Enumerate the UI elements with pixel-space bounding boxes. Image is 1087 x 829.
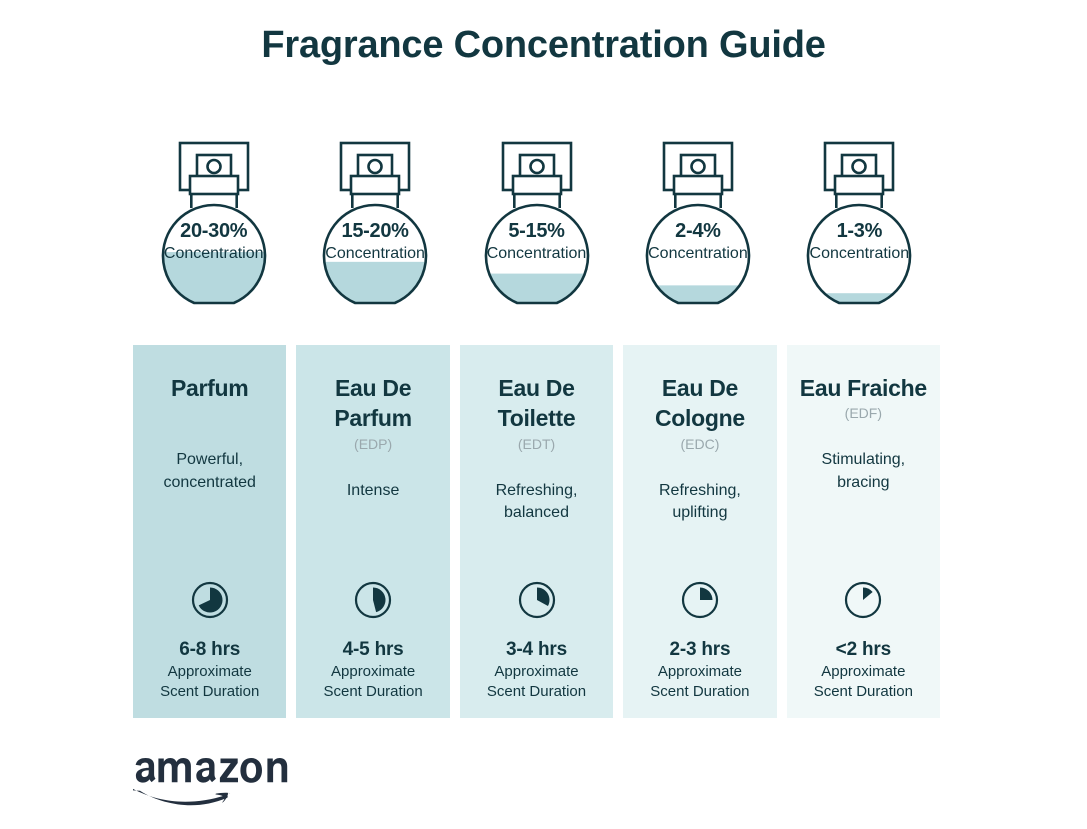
perfume-bottle-icon (645, 141, 751, 305)
duration-group: 6-8 hrs Approximate Scent Duration (133, 638, 286, 701)
card-description: Refreshing, uplifting (659, 481, 741, 522)
perfume-bottle-icon (807, 141, 912, 305)
bottle-5: 1-3% Concentration (779, 136, 940, 336)
card-description: Intense (346, 481, 400, 499)
bottle-row: 20-30% Concentration 15-20% Concentration (133, 136, 940, 336)
duration-value: 3-4 hrs (506, 639, 567, 660)
clock-icon (296, 581, 449, 619)
concentration-card[interactable]: Eau De Toilette (EDT) Refreshing, balanced… (459, 345, 614, 718)
card-title: Eau De Toilette (497, 375, 576, 432)
card-description: Stimulating, bracing (821, 451, 906, 492)
clock-icon (787, 581, 940, 619)
concentration-card[interactable]: Eau Fraiche (EDF) Stimulating, bracing <2 … (786, 345, 941, 718)
card-description: Powerful, concentrated (163, 451, 256, 492)
perfume-bottle-icon (322, 141, 428, 305)
card-abbreviation: (EDF) (844, 405, 882, 422)
amazon-logo (130, 744, 293, 806)
clock-icon (133, 581, 286, 619)
card-title: Eau Fraiche (799, 375, 927, 401)
perfume-bottle-icon (161, 141, 266, 305)
concentration-card-row: Parfum Powerful, concentrated 6-8 hrs Appr… (133, 345, 941, 718)
concentration-card[interactable]: Eau De Cologne (EDC) Refreshing, uplifting… (623, 345, 777, 718)
duration-label: Approximate Scent Duration (323, 662, 423, 700)
card-title: Eau De Parfum (334, 375, 412, 432)
duration-group: 2-3 hrs Approximate Scent Duration (623, 638, 776, 701)
clock-icon (460, 581, 613, 619)
concentration-card[interactable]: Eau De Parfum (EDP) Intense 4-5 hrs Approxi… (296, 345, 450, 718)
bottle-4: 2-4% Concentration (617, 136, 778, 336)
perfume-bottle-icon (484, 141, 589, 305)
duration-group: 3-4 hrs Approximate Scent Duration (460, 638, 613, 701)
duration-label: Approximate Scent Duration (813, 662, 913, 700)
duration-group: <2 hrs Approximate Scent Duration (787, 638, 940, 701)
card-description: Refreshing, balanced (495, 481, 578, 522)
card-abbreviation: (EDC) (680, 435, 720, 452)
duration-group: 4-5 hrs Approximate Scent Duration (296, 638, 449, 701)
duration-value: <2 hrs (835, 639, 892, 660)
page-title: Fragrance Concentration Guide (261, 24, 826, 66)
duration-value: 4-5 hrs (342, 639, 404, 660)
card-abbreviation: (EDP) (354, 435, 393, 452)
duration-label: Approximate Scent Duration (160, 662, 260, 700)
concentration-card[interactable]: Parfum Powerful, concentrated 6-8 hrs Appr… (133, 345, 287, 718)
card-abbreviation: (EDT) (517, 435, 556, 452)
duration-value: 2-3 hrs (669, 639, 731, 660)
card-title: Parfum (170, 375, 249, 401)
card-title: Eau De Cologne (654, 375, 745, 432)
duration-value: 6-8 hrs (179, 639, 241, 660)
bottle-2: 15-20% Concentration (294, 136, 455, 336)
duration-label: Approximate Scent Duration (650, 662, 750, 700)
bottle-1: 20-30% Concentration (133, 136, 294, 336)
bottle-3: 5-15% Concentration (456, 136, 617, 336)
clock-icon (623, 581, 776, 619)
duration-label: Approximate Scent Duration (486, 662, 587, 700)
